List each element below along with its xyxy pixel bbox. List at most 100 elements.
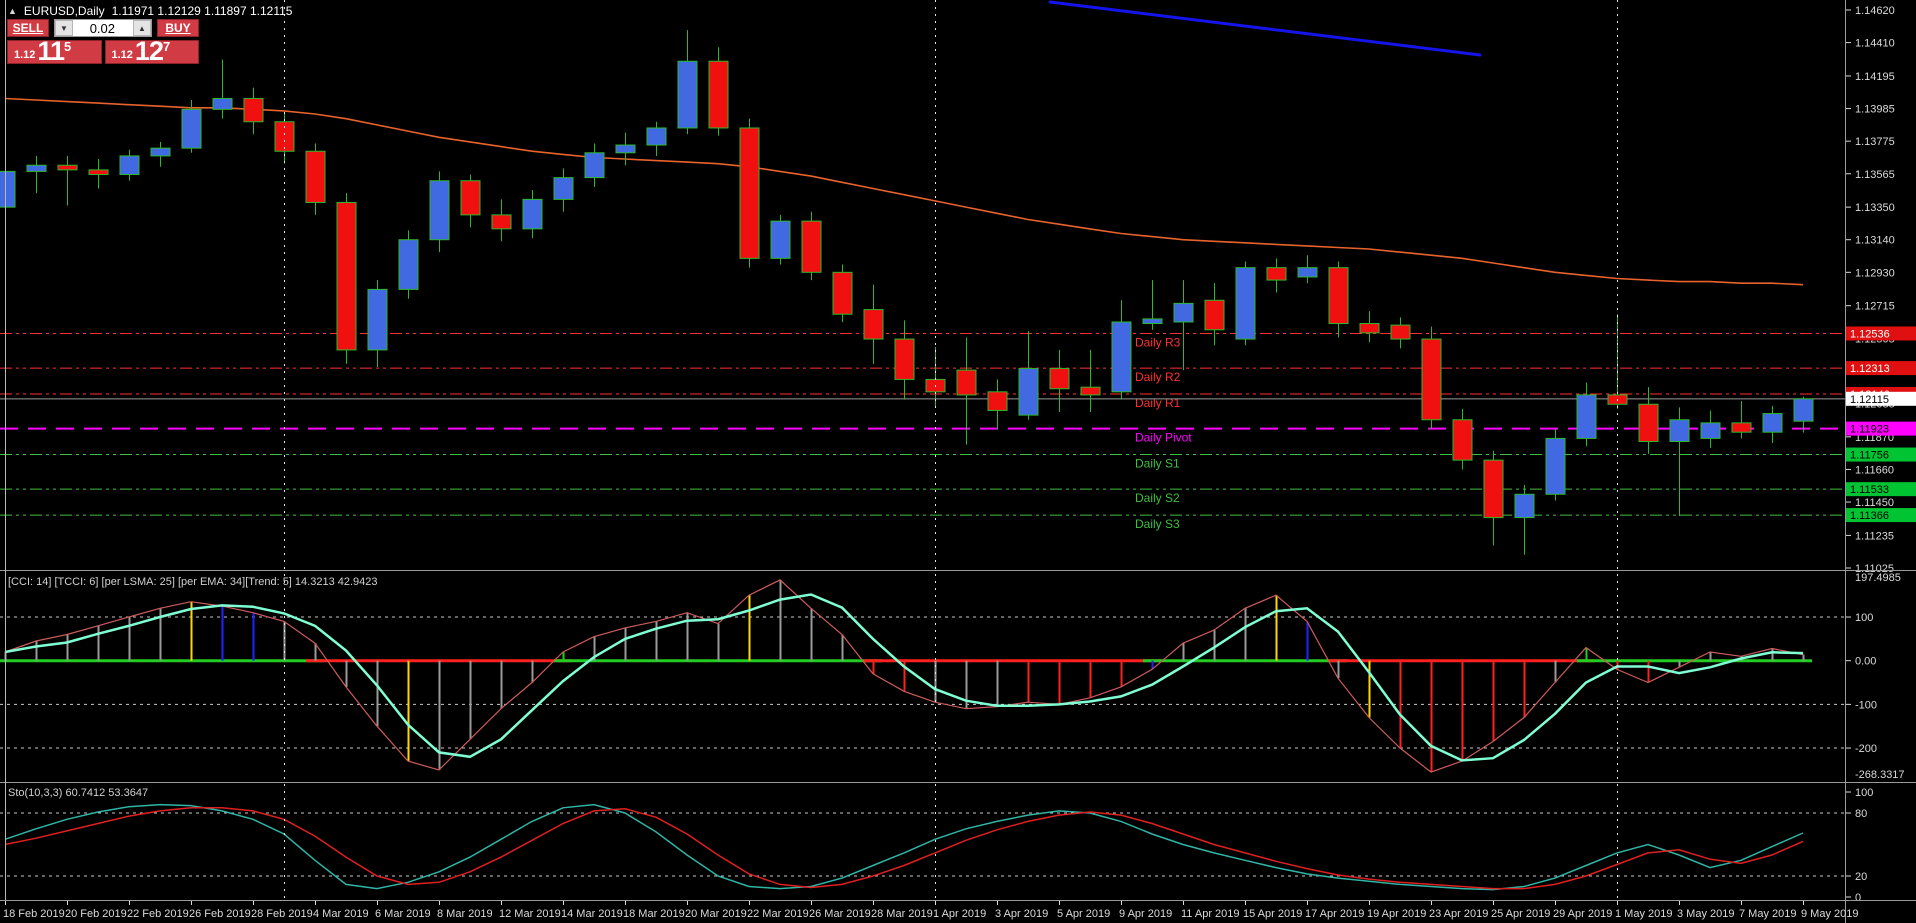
price-scale-label: 1.12715 [1855, 301, 1895, 313]
candle-body [801, 220, 822, 273]
sto-scale-label: 100 [1855, 787, 1873, 799]
candle-body [739, 127, 760, 259]
price-badge [1846, 447, 1916, 462]
price-badge [1846, 421, 1916, 436]
volume-increase-icon[interactable]: ▲ [133, 20, 151, 36]
volume-decrease-icon[interactable]: ▼ [55, 20, 73, 36]
date-axis-label: 5 Apr 2019 [1057, 908, 1110, 920]
sell-price-prefix: 1.12 [14, 49, 36, 61]
candle-body [1700, 422, 1721, 439]
date-axis-label: 14 Mar 2019 [561, 908, 623, 920]
buy-price-sup: 7 [162, 39, 171, 54]
buy-button[interactable]: BUY [157, 19, 199, 37]
price-scale-label: 1.12930 [1855, 267, 1895, 279]
date-axis-label: 29 Apr 2019 [1553, 908, 1612, 920]
sto-scale-label: 20 [1855, 871, 1867, 883]
cci-scale-label: -100 [1855, 699, 1877, 711]
candle-body [1421, 338, 1442, 421]
candle-body [584, 152, 605, 179]
candle-body [522, 198, 543, 230]
candle-body [1328, 267, 1349, 325]
candle-body [1266, 267, 1287, 281]
candle-body [398, 239, 419, 290]
candle-body [88, 169, 109, 176]
symbol-label: EURUSD,Daily [23, 4, 105, 18]
volume-input[interactable]: 0.02 [73, 20, 133, 36]
candle-body [1235, 267, 1256, 340]
date-axis-label: 8 Mar 2019 [437, 908, 493, 920]
date-axis-label: 26 Feb 2019 [189, 908, 251, 920]
pivot-level-label: Daily S2 [1135, 491, 1180, 505]
date-axis-label: 12 Mar 2019 [499, 908, 561, 920]
price-scale-label: 1.14195 [1855, 71, 1895, 83]
candle-body [615, 144, 636, 154]
price-badge-label: 1.12115 [1850, 394, 1889, 406]
date-axis-label: 15 Apr 2019 [1243, 908, 1302, 920]
candle-body [1018, 368, 1039, 416]
main-chart-pane: Daily R3 Daily R2 Daily R1 Daily Pivot Daily… [0, 0, 1845, 555]
candle-body [1483, 459, 1504, 519]
cci-lsma-line [4, 593, 1804, 762]
one-click-trading-widget: SELL ▼ 0.02 ▲ BUY 1.12 11 5 1.12 12 7 [7, 19, 199, 66]
date-axis-label: 25 Apr 2019 [1491, 908, 1550, 920]
candle-body [1390, 324, 1411, 340]
candle-body [181, 108, 202, 149]
buy-price-main: 12 [134, 36, 164, 66]
cci-pane [0, 579, 1845, 773]
date-axis-label: 9 May 2019 [1801, 908, 1858, 920]
date-axis-label: 7 May 2019 [1739, 908, 1796, 920]
candle-body [1638, 403, 1659, 442]
candle-body [1514, 493, 1535, 519]
candle-body [987, 391, 1008, 411]
candle-body [863, 309, 884, 340]
pivot-level-label: Daily S1 [1135, 457, 1180, 471]
sell-price-box[interactable]: 1.12 11 5 [7, 38, 102, 65]
date-axis-label: 1 May 2019 [1615, 908, 1672, 920]
candle-body [212, 97, 233, 110]
sto-d-line [4, 807, 1804, 890]
candle-body [1731, 422, 1752, 433]
price-badge-label: 1.12536 [1850, 328, 1890, 340]
price-badge [1846, 482, 1916, 497]
date-axis-label: 3 May 2019 [1677, 908, 1734, 920]
cci-scale-label: -200 [1855, 743, 1877, 755]
candle-body [491, 214, 512, 230]
buy-price-prefix: 1.12 [111, 49, 133, 61]
candle-body [460, 180, 481, 216]
candle-body [1080, 386, 1101, 396]
sell-button[interactable]: SELL [7, 19, 49, 37]
ohlc-values: 1.11971 1.12129 1.11897 1.12115 [111, 4, 293, 18]
price-scale-label: 1.14620 [1855, 5, 1895, 17]
date-axis-label: 6 Mar 2019 [375, 908, 431, 920]
price-scale-label: 1.13775 [1855, 136, 1895, 148]
candle-body [1359, 323, 1380, 334]
candle-body [1049, 368, 1070, 390]
candle-body [274, 121, 295, 152]
price-badge-label: 1.11756 [1850, 450, 1889, 462]
price-badge [1846, 326, 1916, 341]
candle-body [832, 271, 853, 315]
price-scale-label: 1.13985 [1855, 104, 1895, 116]
buy-price-box[interactable]: 1.12 12 7 [104, 36, 199, 66]
candle-body [1576, 394, 1597, 439]
moving-average-line [4, 97, 1804, 286]
price-scale-label: 1.13350 [1855, 202, 1895, 214]
pivot-level-label: Daily R3 [1135, 335, 1181, 349]
sell-price-sup: 5 [63, 39, 72, 54]
candle-body [1111, 321, 1132, 393]
price-badge [1846, 361, 1916, 376]
date-axis-label: 9 Apr 2019 [1119, 908, 1172, 920]
price-scale-label: 1.11025 [1855, 563, 1894, 575]
candle-body [553, 177, 574, 200]
price-scale-label: 1.11235 [1855, 530, 1894, 542]
date-axis-label: 20 Mar 2019 [685, 908, 747, 920]
collapse-widget-icon[interactable]: ▲ [8, 6, 17, 16]
candle-body [429, 180, 450, 241]
price-badge-label: 1.11533 [1850, 484, 1889, 496]
cci-ema-line [4, 579, 1804, 773]
volume-spinner: ▼ 0.02 ▲ [54, 19, 152, 37]
candle-body [119, 155, 140, 176]
date-axis-label: 26 Mar 2019 [809, 908, 871, 920]
cci-max-label: 197.4985 [1855, 572, 1901, 584]
